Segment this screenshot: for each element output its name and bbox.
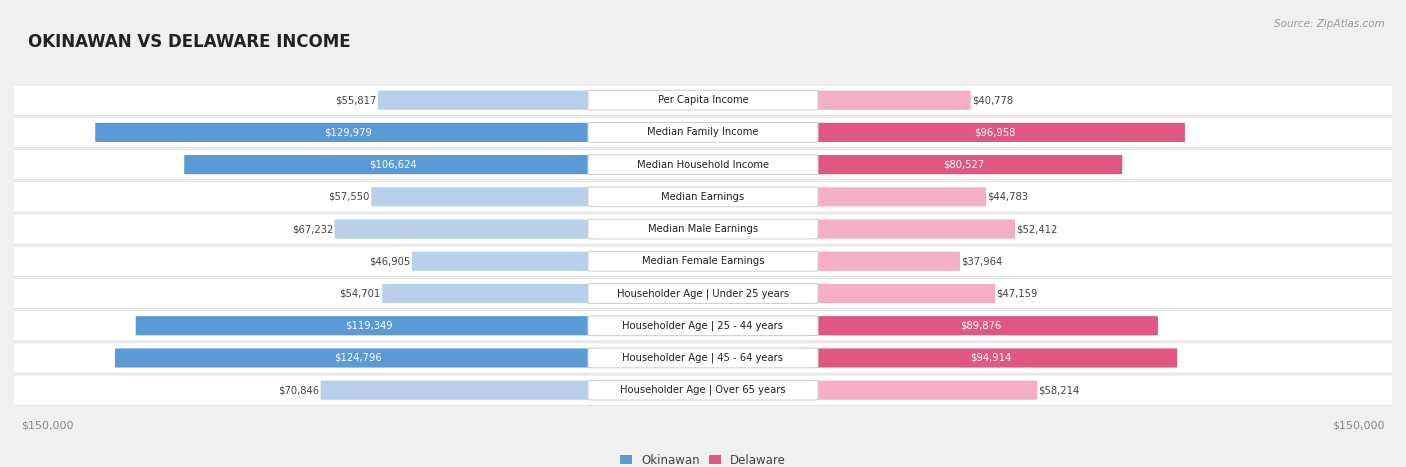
- Text: Householder Age | 45 - 64 years: Householder Age | 45 - 64 years: [623, 353, 783, 363]
- FancyBboxPatch shape: [13, 214, 1393, 244]
- FancyBboxPatch shape: [588, 316, 818, 336]
- FancyBboxPatch shape: [588, 348, 818, 368]
- FancyBboxPatch shape: [13, 343, 1393, 373]
- Text: Median Male Earnings: Median Male Earnings: [648, 224, 758, 234]
- FancyBboxPatch shape: [588, 187, 818, 207]
- Text: $119,349: $119,349: [344, 321, 392, 331]
- Text: $55,817: $55,817: [335, 95, 377, 105]
- FancyBboxPatch shape: [804, 252, 960, 271]
- FancyBboxPatch shape: [13, 278, 1393, 309]
- FancyBboxPatch shape: [588, 283, 818, 304]
- FancyBboxPatch shape: [115, 348, 602, 368]
- FancyBboxPatch shape: [13, 182, 1393, 212]
- Text: $150,000: $150,000: [1333, 420, 1385, 430]
- Text: $89,876: $89,876: [960, 321, 1001, 331]
- Text: $54,701: $54,701: [339, 289, 381, 298]
- Text: $57,550: $57,550: [329, 192, 370, 202]
- FancyBboxPatch shape: [804, 123, 1185, 142]
- Text: $80,527: $80,527: [942, 160, 984, 170]
- Text: $94,914: $94,914: [970, 353, 1011, 363]
- FancyBboxPatch shape: [588, 219, 818, 239]
- FancyBboxPatch shape: [588, 155, 818, 175]
- FancyBboxPatch shape: [588, 90, 818, 110]
- FancyBboxPatch shape: [321, 381, 602, 400]
- FancyBboxPatch shape: [13, 311, 1393, 341]
- Text: Median Female Earnings: Median Female Earnings: [641, 256, 765, 266]
- Text: OKINAWAN VS DELAWARE INCOME: OKINAWAN VS DELAWARE INCOME: [28, 33, 350, 51]
- FancyBboxPatch shape: [804, 187, 986, 206]
- Text: Per Capita Income: Per Capita Income: [658, 95, 748, 105]
- Text: $67,232: $67,232: [291, 224, 333, 234]
- FancyBboxPatch shape: [13, 85, 1393, 115]
- Text: $124,796: $124,796: [335, 353, 382, 363]
- FancyBboxPatch shape: [804, 219, 1015, 239]
- FancyBboxPatch shape: [335, 219, 602, 239]
- FancyBboxPatch shape: [13, 375, 1393, 405]
- Text: $46,905: $46,905: [370, 256, 411, 266]
- Text: $150,000: $150,000: [21, 420, 73, 430]
- FancyBboxPatch shape: [804, 348, 1177, 368]
- Text: $40,778: $40,778: [972, 95, 1014, 105]
- FancyBboxPatch shape: [13, 149, 1393, 180]
- Legend: Okinawan, Delaware: Okinawan, Delaware: [614, 449, 792, 467]
- Text: $47,159: $47,159: [997, 289, 1038, 298]
- FancyBboxPatch shape: [412, 252, 602, 271]
- Text: Source: ZipAtlas.com: Source: ZipAtlas.com: [1274, 19, 1385, 28]
- Text: Householder Age | Under 25 years: Householder Age | Under 25 years: [617, 288, 789, 299]
- FancyBboxPatch shape: [588, 380, 818, 400]
- FancyBboxPatch shape: [13, 246, 1393, 276]
- FancyBboxPatch shape: [378, 91, 602, 110]
- FancyBboxPatch shape: [371, 187, 602, 206]
- Text: $37,964: $37,964: [962, 256, 1002, 266]
- FancyBboxPatch shape: [804, 91, 970, 110]
- Text: $58,214: $58,214: [1039, 385, 1080, 395]
- FancyBboxPatch shape: [96, 123, 602, 142]
- FancyBboxPatch shape: [136, 316, 602, 335]
- Text: Median Household Income: Median Household Income: [637, 160, 769, 170]
- Text: $129,979: $129,979: [325, 127, 373, 137]
- Text: Median Earnings: Median Earnings: [661, 192, 745, 202]
- FancyBboxPatch shape: [184, 155, 602, 174]
- FancyBboxPatch shape: [804, 381, 1038, 400]
- FancyBboxPatch shape: [804, 155, 1122, 174]
- Text: $52,412: $52,412: [1017, 224, 1057, 234]
- FancyBboxPatch shape: [588, 251, 818, 271]
- FancyBboxPatch shape: [382, 284, 602, 303]
- Text: Householder Age | 25 - 44 years: Householder Age | 25 - 44 years: [623, 320, 783, 331]
- Text: Householder Age | Over 65 years: Householder Age | Over 65 years: [620, 385, 786, 396]
- FancyBboxPatch shape: [804, 284, 995, 303]
- FancyBboxPatch shape: [588, 122, 818, 142]
- Text: $70,846: $70,846: [278, 385, 319, 395]
- Text: $96,958: $96,958: [974, 127, 1015, 137]
- Text: $106,624: $106,624: [370, 160, 416, 170]
- FancyBboxPatch shape: [804, 316, 1159, 335]
- Text: Median Family Income: Median Family Income: [647, 127, 759, 137]
- FancyBboxPatch shape: [13, 117, 1393, 148]
- Text: $44,783: $44,783: [987, 192, 1028, 202]
